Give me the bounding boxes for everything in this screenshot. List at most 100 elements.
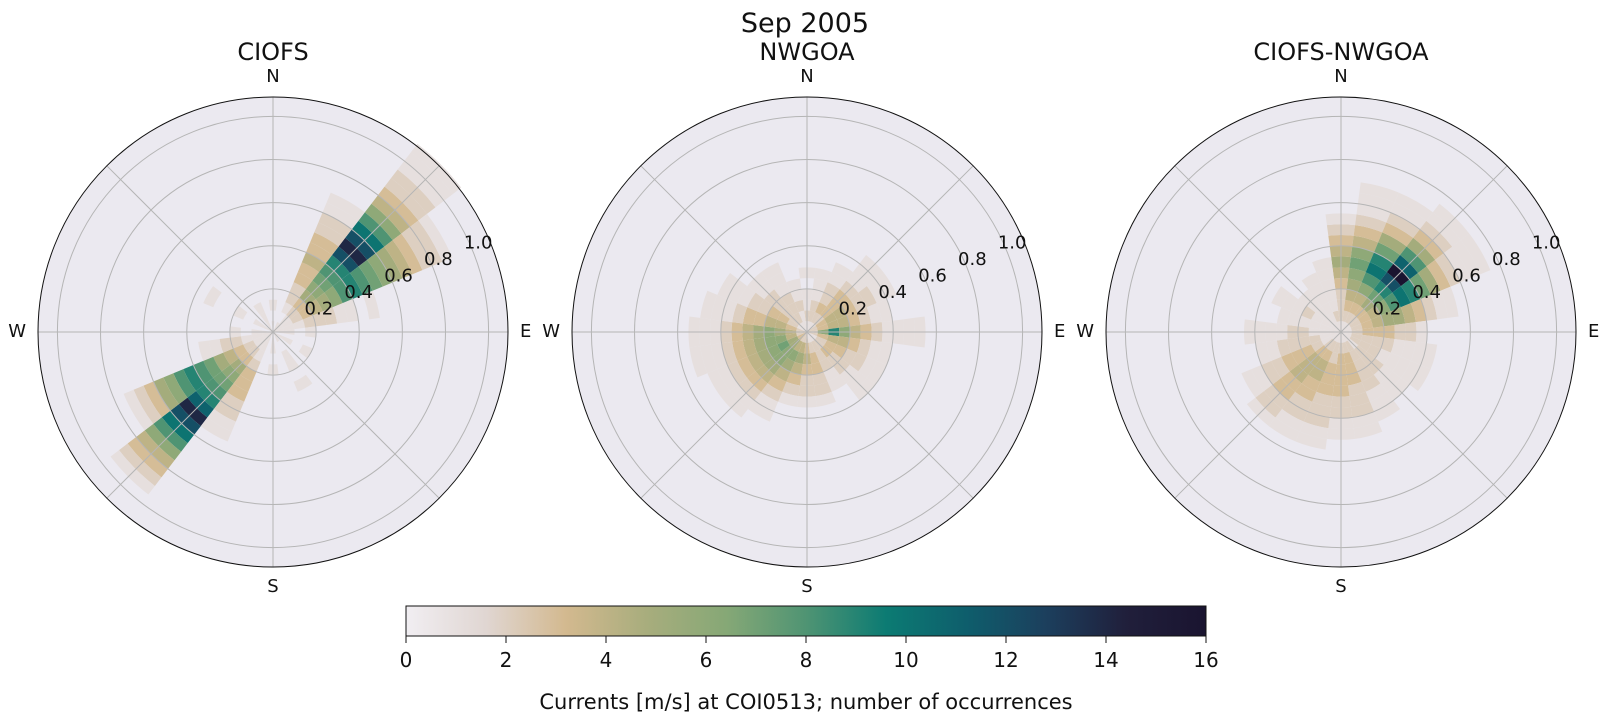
histogram-bin	[1341, 321, 1346, 332]
plot-title: CIOFS-NWGOA	[1253, 38, 1429, 66]
histogram-bin	[1295, 383, 1317, 402]
histogram-bin	[1311, 340, 1324, 352]
histogram-bin	[802, 332, 807, 343]
histogram-bin	[858, 286, 877, 308]
histogram-bin	[846, 311, 861, 327]
histogram-bin	[1352, 235, 1379, 253]
histogram-bin	[811, 312, 821, 324]
histogram-bin	[1349, 349, 1361, 362]
histogram-bin	[1346, 278, 1362, 293]
histogram-bin	[213, 352, 231, 372]
histogram-bin	[1275, 408, 1304, 432]
colorbar-label: Currents [m/s] at COI0513; number of occ…	[539, 690, 1072, 714]
histogram-bin	[1360, 319, 1374, 330]
histogram-bin	[208, 339, 224, 357]
figure-suptitle: Sep 2005	[741, 8, 869, 39]
polar-grid	[37, 96, 509, 568]
histogram-bin	[815, 302, 827, 315]
histogram-bin	[764, 315, 778, 328]
histogram-bin	[1301, 374, 1321, 392]
histogram-bin	[1327, 340, 1337, 352]
angular-gridline	[272, 331, 440, 499]
histogram-bin	[875, 272, 897, 299]
direction-labels: N E S W	[8, 66, 531, 597]
histogram-bin	[293, 374, 313, 392]
histogram-bin	[292, 319, 306, 330]
histogram-bin	[785, 323, 798, 331]
histogram-bin	[253, 349, 265, 362]
histogram-bin	[213, 400, 240, 422]
histogram-bin	[816, 333, 829, 341]
histogram-bin	[1261, 360, 1282, 385]
histogram-bin	[253, 318, 265, 328]
histogram-bin	[717, 272, 739, 299]
colorbar-tick-label: 16	[1193, 648, 1218, 672]
direction-label-e: E	[1588, 321, 1599, 342]
histogram-bin	[1251, 365, 1273, 392]
histogram-bin	[324, 286, 343, 308]
radial-tick-label: 0.8	[958, 249, 987, 270]
histogram-bin	[732, 303, 748, 324]
histogram-bin	[794, 299, 805, 313]
radial-tick-label: 0.4	[878, 282, 907, 303]
histogram-bin	[240, 334, 254, 345]
histogram-bin	[1271, 286, 1290, 308]
histogram-bin	[1361, 374, 1381, 392]
histogram-bin	[253, 302, 265, 315]
colorbar-tick-label: 10	[893, 648, 918, 672]
histogram-bin	[332, 279, 353, 304]
histogram-bin	[1357, 193, 1395, 213]
direction-label-s: S	[801, 576, 812, 597]
histogram-bin	[1327, 312, 1337, 324]
histogram-bin	[742, 307, 758, 325]
radial-tick-label: 0.4	[344, 282, 373, 303]
histogram-bin	[341, 272, 363, 299]
histogram-bin	[797, 325, 807, 332]
histogram-bin	[1369, 252, 1394, 273]
histogram-bin	[193, 360, 214, 385]
histogram-bin	[251, 333, 264, 341]
histogram-bin	[1390, 202, 1427, 230]
histogram-bin	[1281, 352, 1299, 372]
histogram-bin	[1276, 307, 1292, 325]
angular-gridline	[1174, 165, 1342, 333]
colorbar-tick-labels: 0 2 4 6 8 10 12 14 16	[400, 648, 1219, 672]
histogram-bin	[1435, 253, 1461, 287]
histogram-bin	[273, 325, 283, 332]
radial-tick-label: 1.0	[998, 232, 1027, 253]
radial-tick-label: 0.8	[1492, 249, 1521, 270]
histogram-bin	[273, 327, 284, 332]
histogram-bin	[1266, 340, 1282, 361]
histogram-bin	[727, 360, 748, 385]
histogram-bin	[794, 351, 805, 365]
histogram-bin	[310, 232, 339, 256]
radial-tick-label: 0.2	[305, 298, 334, 319]
radial-tick-labels: 0.2 0.4 0.6 0.8 1.0	[1373, 232, 1561, 319]
histogram-bin	[826, 334, 840, 345]
colorbar-tick-label: 0	[400, 648, 413, 672]
histogram-bin	[1349, 391, 1370, 407]
histogram-bin	[1353, 421, 1383, 439]
histogram-bin	[133, 385, 162, 424]
histogram-bin	[737, 356, 756, 378]
histogram-bin	[143, 381, 171, 418]
histogram-bin	[747, 400, 774, 422]
radial-tick-label: 0.6	[384, 265, 413, 286]
histogram-bin	[1324, 361, 1337, 375]
histogram-bin	[1271, 356, 1290, 378]
plot-title: CIOFS	[237, 38, 308, 66]
histogram-bin	[809, 351, 820, 365]
histogram-bin	[392, 233, 423, 275]
histogram-bin	[318, 212, 352, 238]
histogram-bin	[1320, 371, 1336, 386]
histogram-bin	[301, 252, 326, 273]
histogram-bin	[1359, 182, 1399, 203]
histogram-bin	[1308, 319, 1322, 330]
histogram-bin	[1341, 325, 1351, 332]
histogram-bin	[747, 352, 765, 372]
histogram-bin	[1288, 391, 1313, 412]
histogram-bin	[824, 340, 837, 352]
histogram-bin	[807, 321, 812, 332]
histogram-bin	[1303, 411, 1330, 429]
histogram-bin	[797, 332, 807, 339]
